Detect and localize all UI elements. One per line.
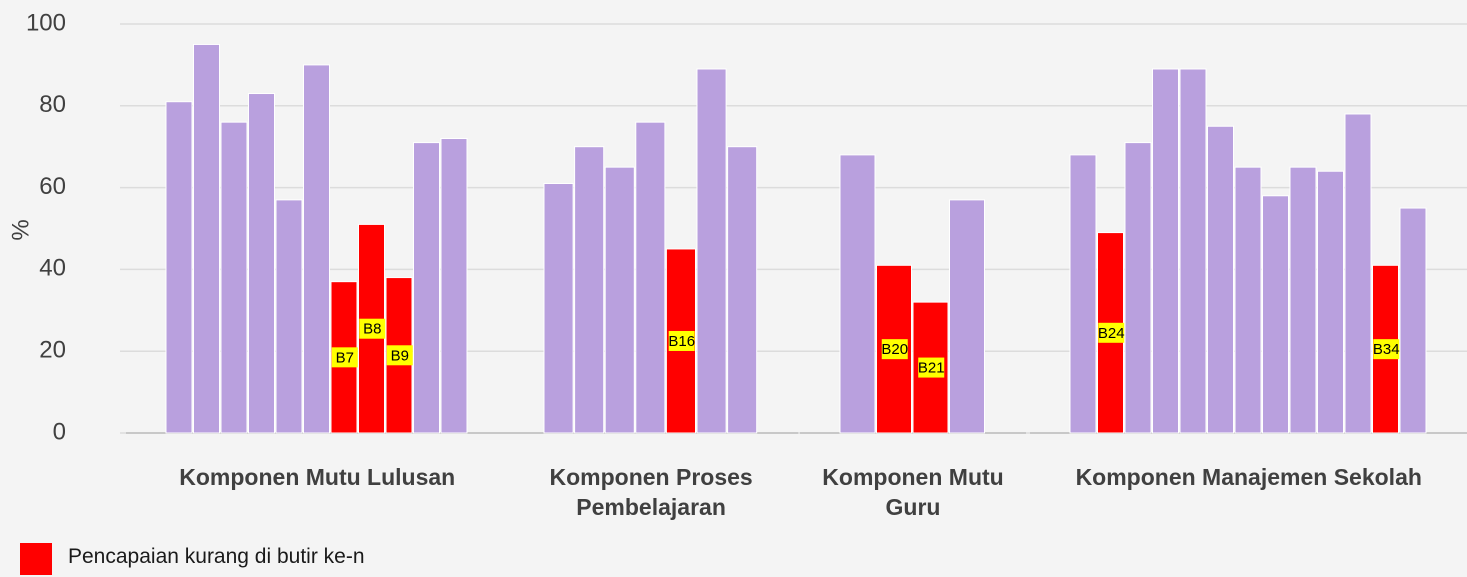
y-axis-label: % bbox=[7, 219, 34, 240]
bar bbox=[1152, 68, 1179, 434]
bar-label: B16 bbox=[668, 333, 695, 350]
bar bbox=[1124, 142, 1152, 434]
bar-label-bg bbox=[359, 318, 386, 339]
x-tick-label: Komponen Mutu Lulusan bbox=[179, 464, 456, 490]
y-tick-label: 0 bbox=[53, 418, 66, 445]
bar-label: B9 bbox=[391, 347, 409, 364]
y-tick-label: 80 bbox=[39, 91, 66, 118]
bar bbox=[543, 183, 574, 434]
y-tick-label: 60 bbox=[39, 173, 66, 200]
y-tick-label: 100 bbox=[26, 9, 66, 36]
bar bbox=[248, 93, 275, 434]
x-tick-label: Komponen Mutu Guru bbox=[822, 464, 1004, 520]
bar-label-bg bbox=[1098, 322, 1125, 343]
bar-label-bg bbox=[881, 339, 908, 360]
bar bbox=[1207, 125, 1234, 434]
x-tick-label: Komponen Proses Pembelajaran bbox=[549, 464, 753, 520]
bar bbox=[1262, 195, 1289, 434]
bar bbox=[1289, 166, 1317, 434]
y-tick-label: 40 bbox=[39, 255, 66, 282]
bar bbox=[604, 166, 635, 434]
bar-label: B8 bbox=[363, 321, 381, 338]
bar-label: B21 bbox=[918, 360, 945, 377]
bar bbox=[696, 68, 727, 434]
bar bbox=[574, 146, 605, 434]
bar bbox=[303, 64, 330, 434]
legend-swatch bbox=[20, 543, 52, 575]
bar-label-bg bbox=[386, 345, 413, 366]
bar bbox=[1344, 113, 1372, 434]
bar-label: B24 bbox=[1098, 325, 1125, 342]
bar bbox=[440, 138, 468, 434]
bar-label: B34 bbox=[1373, 341, 1400, 358]
bar-label-bg bbox=[668, 330, 695, 351]
bar-label-bg bbox=[918, 357, 945, 378]
bar bbox=[635, 121, 666, 434]
bar-label-bg bbox=[331, 347, 358, 368]
bar bbox=[275, 199, 303, 434]
bar bbox=[165, 101, 193, 434]
legend-label: Pencapaian kurang di butir ke-n bbox=[68, 545, 365, 568]
bar bbox=[413, 142, 440, 434]
bar bbox=[220, 121, 248, 434]
bar bbox=[839, 154, 876, 434]
bar bbox=[727, 146, 758, 434]
bar-label: B7 bbox=[336, 349, 354, 366]
bar bbox=[1179, 68, 1207, 434]
bar-label: B20 bbox=[881, 341, 908, 358]
bar bbox=[1317, 170, 1344, 434]
bar bbox=[1234, 166, 1262, 434]
y-tick-label: 20 bbox=[39, 337, 66, 364]
bar bbox=[1069, 154, 1097, 434]
bar bbox=[193, 43, 220, 434]
bar bbox=[1399, 207, 1427, 434]
bar-label-bg bbox=[1373, 339, 1400, 360]
x-tick-label: Komponen Manajemen Sekolah bbox=[1075, 464, 1422, 490]
bar bbox=[949, 199, 985, 434]
